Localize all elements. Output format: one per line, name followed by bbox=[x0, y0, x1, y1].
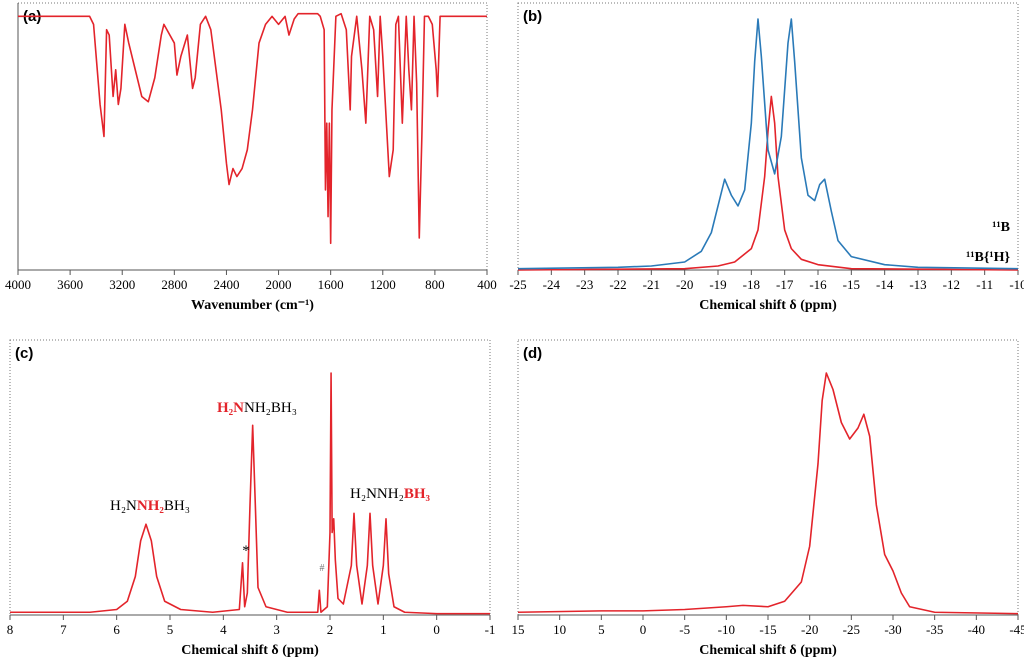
x-axis-label: Wavenumber (cm⁻¹) bbox=[191, 298, 314, 313]
x-tick-label: 2000 bbox=[266, 277, 292, 292]
x-tick-label: 3 bbox=[273, 622, 280, 637]
x-tick-label: -35 bbox=[926, 622, 943, 637]
x-tick-label: 400 bbox=[477, 277, 497, 292]
x-axis-label: Chemical shift δ (ppm) bbox=[699, 298, 837, 313]
x-tick-label: -15 bbox=[843, 277, 860, 292]
frame bbox=[517, 339, 1019, 616]
x-tick-label: -1 bbox=[485, 622, 496, 637]
panel-label: (d) bbox=[523, 345, 542, 362]
x-tick-label: 3600 bbox=[57, 277, 83, 292]
spectrum-line bbox=[18, 12, 487, 245]
panel-label: (c) bbox=[15, 345, 33, 362]
x-tick-label: -5 bbox=[679, 622, 690, 637]
x-tick-label: -10 bbox=[1009, 277, 1024, 292]
x-tick-label: -15 bbox=[759, 622, 776, 637]
annotation: # bbox=[320, 563, 325, 574]
x-tick-label: -30 bbox=[884, 622, 901, 637]
x-tick-label: 1200 bbox=[370, 277, 396, 292]
legend-entry: ¹¹B{¹H} bbox=[966, 250, 1010, 265]
spectrum-line bbox=[517, 18, 1019, 270]
x-tick-label: 5 bbox=[598, 622, 605, 637]
annotation-part: BH₃ bbox=[404, 486, 431, 502]
x-axis-label: Chemical shift δ (ppm) bbox=[699, 643, 837, 658]
panel: 4000 3600 3200 2800 2400 2000 1600 1200 800 400 Wa… bbox=[5, 2, 497, 313]
frame bbox=[17, 2, 488, 271]
x-tick-label: -25 bbox=[509, 277, 526, 292]
x-tick-label: 4 bbox=[220, 622, 227, 637]
spectrum-line bbox=[517, 372, 1019, 615]
spectrum-line bbox=[517, 95, 1019, 271]
x-tick-label: 4000 bbox=[5, 277, 31, 292]
x-tick-label: -40 bbox=[968, 622, 985, 637]
panel: -25 -24 -23 -22 -21 -20 -19 -18 -17 -16 -15 -14 -13 -… bbox=[509, 2, 1024, 313]
annotation-part: H₂N bbox=[110, 498, 137, 514]
annotation: * bbox=[242, 543, 250, 559]
x-tick-label: -45 bbox=[1009, 622, 1024, 637]
panel-label: (b) bbox=[523, 8, 542, 25]
annotation-part: H₂NNH₂ bbox=[350, 486, 404, 502]
x-tick-label: -22 bbox=[609, 277, 626, 292]
x-tick-label: 1600 bbox=[318, 277, 344, 292]
spectrum-line bbox=[10, 372, 490, 615]
annotation-part: * bbox=[242, 543, 250, 559]
x-tick-label: 10 bbox=[553, 622, 566, 637]
x-tick-label: 15 bbox=[512, 622, 525, 637]
x-tick-label: 0 bbox=[433, 622, 440, 637]
x-tick-label: -20 bbox=[676, 277, 693, 292]
legend-entry: ¹¹B bbox=[992, 220, 1010, 235]
x-tick-label: 3200 bbox=[109, 277, 135, 292]
x-tick-label: -11 bbox=[976, 277, 993, 292]
x-tick-label: 800 bbox=[425, 277, 445, 292]
x-tick-label: -10 bbox=[718, 622, 735, 637]
x-tick-label: 8 bbox=[7, 622, 14, 637]
x-tick-label: -14 bbox=[876, 277, 894, 292]
annotation-part: H₂N bbox=[217, 400, 244, 416]
x-tick-label: -18 bbox=[743, 277, 760, 292]
x-tick-label: 1 bbox=[380, 622, 387, 637]
annotation-part: BH₃ bbox=[164, 498, 190, 514]
x-tick-label: -16 bbox=[809, 277, 827, 292]
annotation-part: # bbox=[320, 563, 325, 574]
x-tick-label: 2400 bbox=[213, 277, 239, 292]
x-tick-label: -12 bbox=[943, 277, 960, 292]
frame bbox=[9, 339, 491, 616]
x-axis-label: Chemical shift δ (ppm) bbox=[181, 643, 319, 658]
x-tick-label: 2800 bbox=[161, 277, 187, 292]
annotation: H₂NNH₂BH₃ bbox=[217, 400, 297, 416]
x-tick-label: -13 bbox=[909, 277, 926, 292]
x-tick-label: -24 bbox=[543, 277, 561, 292]
annotation-part: NH₂BH₃ bbox=[244, 400, 297, 416]
x-tick-label: 2 bbox=[327, 622, 334, 637]
panel: 15 10 5 0 -5 -10 -15 -20 -25 -30 -35 -40 -45 Chemical… bbox=[512, 339, 1024, 658]
annotation: H₂NNH₂BH₃ bbox=[350, 486, 430, 502]
x-tick-label: -17 bbox=[776, 277, 794, 292]
x-tick-label: -25 bbox=[843, 622, 860, 637]
annotation: H₂NNH₂BH₃ bbox=[110, 498, 190, 514]
x-tick-label: -19 bbox=[709, 277, 726, 292]
x-tick-label: -23 bbox=[576, 277, 593, 292]
x-tick-label: -21 bbox=[643, 277, 660, 292]
x-tick-label: 7 bbox=[60, 622, 67, 637]
x-tick-label: 6 bbox=[113, 622, 120, 637]
x-tick-label: 5 bbox=[167, 622, 174, 637]
x-tick-label: -20 bbox=[801, 622, 818, 637]
annotation-part: NH₂ bbox=[137, 498, 165, 514]
x-tick-label: 0 bbox=[640, 622, 647, 637]
